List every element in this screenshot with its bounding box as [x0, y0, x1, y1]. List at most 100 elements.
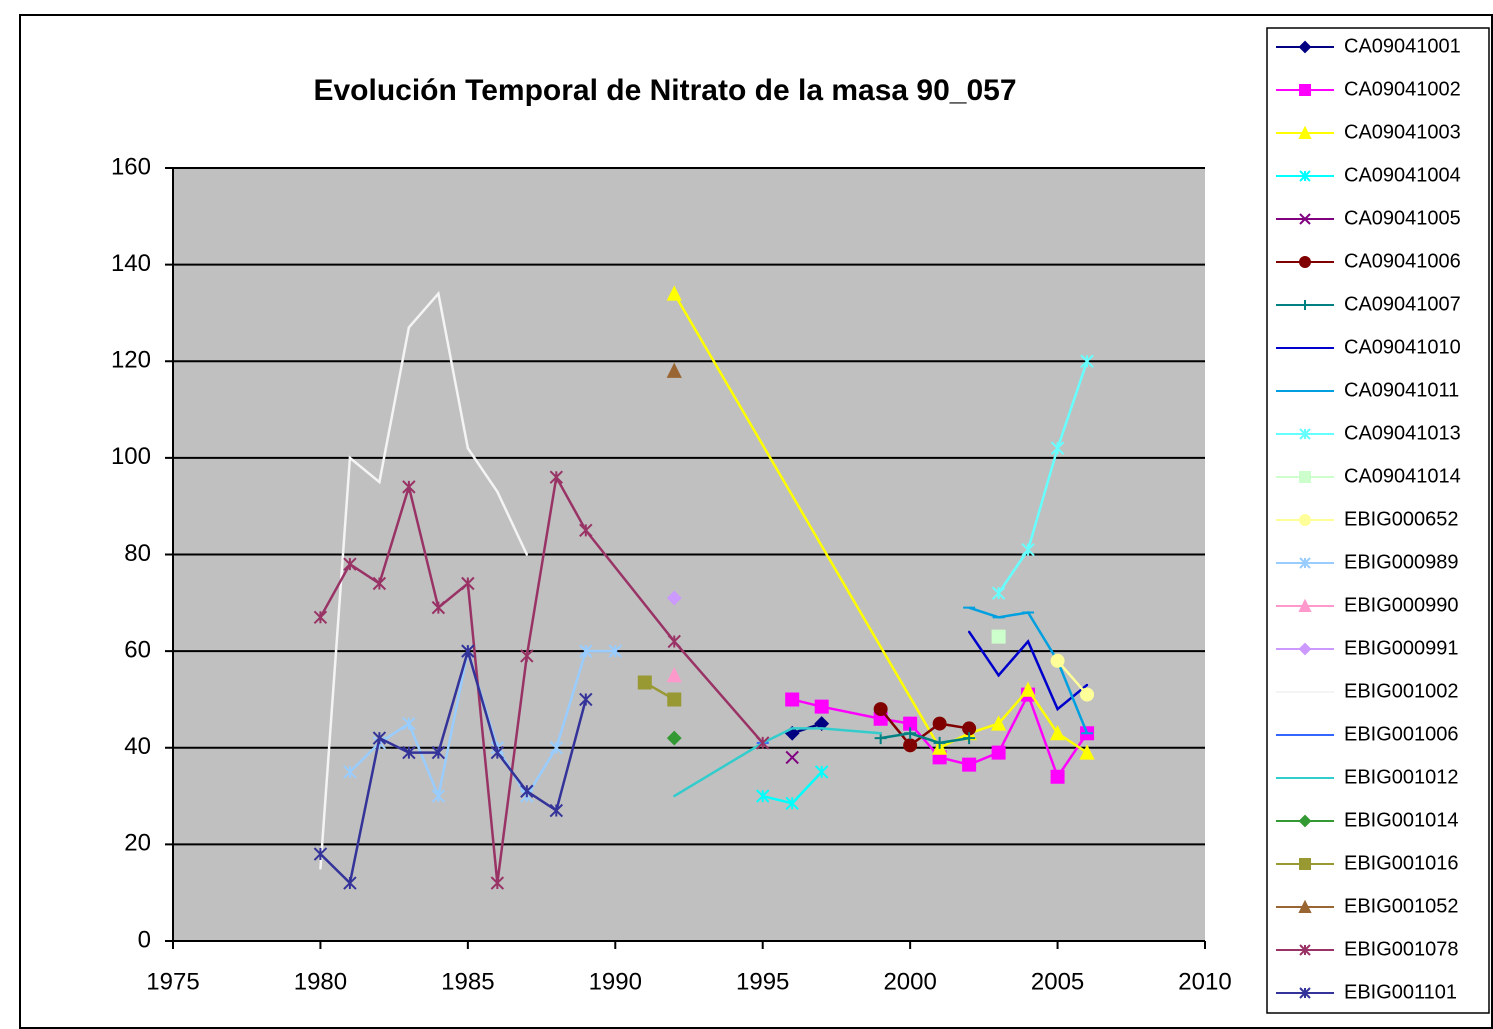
data-point — [963, 732, 976, 745]
data-point — [1050, 653, 1065, 668]
data-point — [1049, 725, 1066, 741]
legend-marker — [1299, 428, 1311, 440]
legend-marker — [1298, 899, 1312, 913]
data-point — [1021, 542, 1035, 557]
legend-label: CA09041003 — [1344, 121, 1461, 143]
data-point — [431, 745, 446, 760]
data-point — [520, 784, 534, 798]
data-point — [873, 702, 888, 717]
data-point — [402, 480, 416, 494]
data-point — [903, 716, 918, 731]
y-tick-label: 40 — [124, 733, 151, 760]
legend-marker — [1300, 300, 1310, 310]
data-point — [402, 745, 416, 760]
y-tick-label: 160 — [111, 153, 151, 180]
data-point — [932, 716, 947, 731]
data-point — [490, 876, 505, 890]
data-point — [990, 715, 1007, 731]
y-tick-label: 100 — [111, 443, 151, 470]
legend-label: CA09041011 — [1344, 379, 1459, 401]
x-tick-label: 1990 — [589, 968, 642, 995]
data-point — [549, 470, 564, 484]
x-tick-label: 1980 — [294, 968, 347, 995]
series-line — [319, 646, 588, 886]
chart-title: Evolución Temporal de Nitrato de la masa… — [313, 74, 1016, 107]
legend-marker — [1298, 40, 1312, 54]
data-point — [666, 667, 682, 683]
series-line — [791, 691, 1089, 780]
data-point — [579, 692, 593, 707]
series-line — [997, 360, 1089, 594]
legend-marker — [1299, 858, 1311, 870]
x-tick-label: 1975 — [146, 968, 199, 995]
legend-label: EBIG000991 — [1344, 637, 1459, 659]
legend-label: EBIG000989 — [1344, 551, 1459, 573]
data-point — [313, 610, 328, 625]
data-point — [549, 741, 564, 755]
legend-label: EBIG001052 — [1344, 895, 1459, 917]
data-point — [1050, 769, 1065, 784]
y-tick-label: 120 — [111, 347, 151, 374]
legend-label: EBIG001006 — [1344, 723, 1459, 745]
series-line — [1056, 659, 1089, 696]
data-point — [814, 699, 829, 714]
legend-label: CA09041014 — [1344, 465, 1461, 487]
series-line — [880, 731, 970, 745]
data-point — [1020, 681, 1036, 697]
data-point — [313, 847, 328, 861]
data-point — [1080, 687, 1095, 702]
data-point — [991, 745, 1006, 760]
data-point — [991, 629, 1006, 644]
legend-marker — [1299, 256, 1312, 268]
data-point — [608, 644, 622, 658]
data-point — [579, 644, 593, 658]
y-tick-label: 20 — [124, 830, 151, 857]
y-tick-label: 0 — [138, 926, 151, 953]
x-tick-label: 1995 — [736, 968, 789, 995]
legend-label: EBIG001014 — [1344, 809, 1459, 831]
data-point — [1080, 354, 1094, 368]
legend-label: CA09041005 — [1344, 207, 1461, 229]
data-point — [372, 731, 387, 745]
data-point — [756, 736, 770, 750]
data-point — [785, 796, 799, 811]
data-point — [962, 757, 977, 772]
legend-label: EBIG001012 — [1344, 766, 1459, 788]
legend-marker — [1298, 598, 1312, 612]
x-tick-label: 2000 — [883, 968, 936, 995]
data-point — [343, 876, 357, 890]
legend-marker — [1299, 471, 1311, 483]
data-point — [490, 745, 505, 760]
data-point — [579, 523, 593, 538]
data-point — [991, 586, 1006, 600]
data-point — [1079, 744, 1095, 760]
legend-label: EBIG001101 — [1344, 981, 1457, 1003]
data-point — [666, 285, 682, 301]
data-point — [402, 716, 416, 731]
series-line — [879, 708, 970, 748]
legend-marker — [1299, 170, 1311, 182]
data-point — [756, 789, 770, 803]
data-point — [933, 736, 946, 749]
data-point — [520, 649, 534, 663]
series-line — [319, 473, 764, 884]
y-tick-label: 60 — [124, 636, 151, 663]
data-point — [667, 692, 682, 707]
legend-marker — [1299, 84, 1311, 96]
data-point — [667, 634, 681, 649]
data-point — [903, 738, 918, 753]
y-tick-label: 140 — [111, 250, 151, 277]
data-point — [666, 730, 682, 746]
data-point — [904, 727, 917, 740]
data-point — [785, 750, 799, 765]
legend-marker — [1299, 944, 1311, 956]
data-point — [637, 675, 652, 690]
legend-marker — [1299, 514, 1312, 526]
legend-marker — [1299, 213, 1311, 225]
legend-label: CA09041004 — [1344, 164, 1461, 186]
x-tick-label: 2005 — [1031, 968, 1084, 995]
legend-marker — [1299, 987, 1311, 999]
data-point — [431, 789, 446, 803]
data-point — [666, 362, 682, 378]
legend-label: CA09041013 — [1344, 422, 1461, 444]
